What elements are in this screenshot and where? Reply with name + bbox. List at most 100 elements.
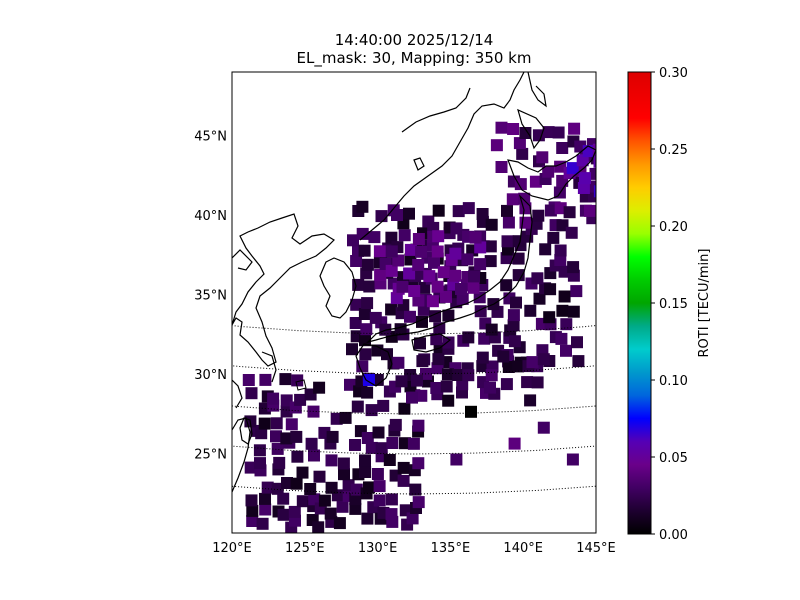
- roti-cell: [385, 264, 398, 277]
- roti-cell: [280, 405, 293, 418]
- roti-cell: [502, 361, 515, 373]
- roti-cell: [588, 190, 596, 203]
- parallel-line: [232, 405, 596, 415]
- roti-cell: [291, 450, 304, 463]
- roti-cell: [242, 374, 255, 386]
- roti-cell: [507, 309, 520, 322]
- roti-cell: [409, 483, 422, 496]
- roti-cell: [291, 374, 304, 387]
- roti-cell: [361, 432, 374, 444]
- roti-cell: [336, 500, 349, 513]
- roti-cell: [371, 344, 384, 357]
- roti-cells: [242, 121, 596, 533]
- roti-cell: [567, 261, 580, 274]
- roti-cell: [428, 256, 440, 269]
- roti-cell: [415, 389, 428, 402]
- roti-cell: [418, 281, 431, 294]
- roti-cell: [349, 502, 362, 515]
- roti-cell: [350, 483, 363, 496]
- roti-cell: [277, 508, 290, 521]
- roti-cell: [560, 318, 573, 331]
- roti-cell: [430, 333, 443, 346]
- colorbar-tick-label: 0.20: [659, 220, 688, 235]
- colorbar: 0.00 0.05 0.10 0.15 0.20 0.25 0.30 ROTI [TECU/…: [627, 66, 712, 543]
- roti-cell: [363, 280, 376, 293]
- roti-cell: [544, 283, 557, 296]
- roti-cell: [500, 252, 513, 265]
- roti-cell: [255, 427, 268, 440]
- roti-cell: [539, 243, 552, 256]
- roti-cell: [432, 353, 445, 366]
- roti-cell: [537, 353, 550, 366]
- roti-cell: [359, 334, 371, 347]
- roti-cell: [245, 387, 258, 400]
- roti-cell: [406, 512, 419, 525]
- lon-tick-label: 140°E: [503, 541, 543, 556]
- roti-cell: [579, 172, 591, 185]
- roti-cell: [369, 311, 382, 324]
- roti-cell: [462, 331, 475, 344]
- roti-cell: [285, 521, 298, 533]
- roti-cell: [554, 254, 567, 266]
- roti-cell: [344, 378, 356, 391]
- roti-cell: [552, 126, 565, 139]
- roti-cell: [566, 453, 579, 466]
- roti-cell: [406, 391, 418, 404]
- roti-cell: [277, 492, 290, 505]
- roti-cell: [398, 229, 411, 242]
- roti-cell: [270, 417, 283, 430]
- roti-cell: [478, 332, 491, 345]
- roti-cell: [261, 481, 274, 494]
- roti-cell: [374, 268, 387, 281]
- roti-cell: [375, 442, 388, 455]
- roti-cell: [513, 137, 526, 150]
- roti-cell: [294, 393, 307, 406]
- roti-cell: [462, 369, 475, 382]
- roti-cell: [584, 204, 596, 217]
- roti-cell: [536, 151, 549, 164]
- lat-tick-label: 45°N: [194, 130, 227, 145]
- roti-cell: [430, 382, 443, 394]
- roti-cell: [365, 404, 378, 417]
- roti-cell: [414, 337, 426, 350]
- coastlines: [232, 72, 596, 493]
- roti-cell: [308, 493, 321, 506]
- roti-cell: [361, 386, 374, 399]
- meridian-line: [97, 258, 136, 527]
- roti-cell: [377, 399, 390, 412]
- parallel-line: [232, 445, 596, 455]
- roti-cell: [501, 204, 513, 217]
- roti-cell: [356, 360, 369, 373]
- roti-cell: [280, 394, 293, 407]
- roti-cell: [359, 454, 371, 467]
- roti-cell: [365, 441, 378, 454]
- roti-cell: [567, 305, 580, 318]
- roti-cell: [502, 216, 515, 229]
- colorbar-tick-label: 0.25: [659, 143, 688, 158]
- roti-cell: [532, 129, 545, 142]
- roti-cell: [556, 304, 569, 317]
- roti-cell: [391, 209, 403, 221]
- roti-cell: [373, 245, 386, 258]
- roti-cell: [544, 204, 557, 217]
- roti-cell: [412, 419, 425, 432]
- roti-cell: [542, 165, 555, 178]
- colorbar-gradient: [627, 71, 652, 535]
- roti-cell: [524, 304, 537, 317]
- roti-cell: [476, 351, 489, 364]
- colorbar-tick-label: 0.10: [659, 374, 688, 389]
- roti-cell: [512, 360, 525, 373]
- roti-cell: [455, 283, 467, 295]
- roti-cell: [495, 121, 508, 134]
- roti-cell: [577, 182, 590, 194]
- roti-cell: [360, 323, 373, 336]
- roti-cell: [404, 310, 416, 323]
- chart-subtitle: EL_mask: 30, Mapping: 350 km: [296, 49, 532, 67]
- roti-cell: [433, 322, 446, 335]
- roti-cell: [423, 270, 436, 283]
- roti-cell: [361, 297, 374, 310]
- roti-cell: [258, 417, 271, 430]
- roti-cell: [285, 418, 298, 431]
- roti-cell: [529, 175, 542, 188]
- roti-cell: [373, 494, 386, 507]
